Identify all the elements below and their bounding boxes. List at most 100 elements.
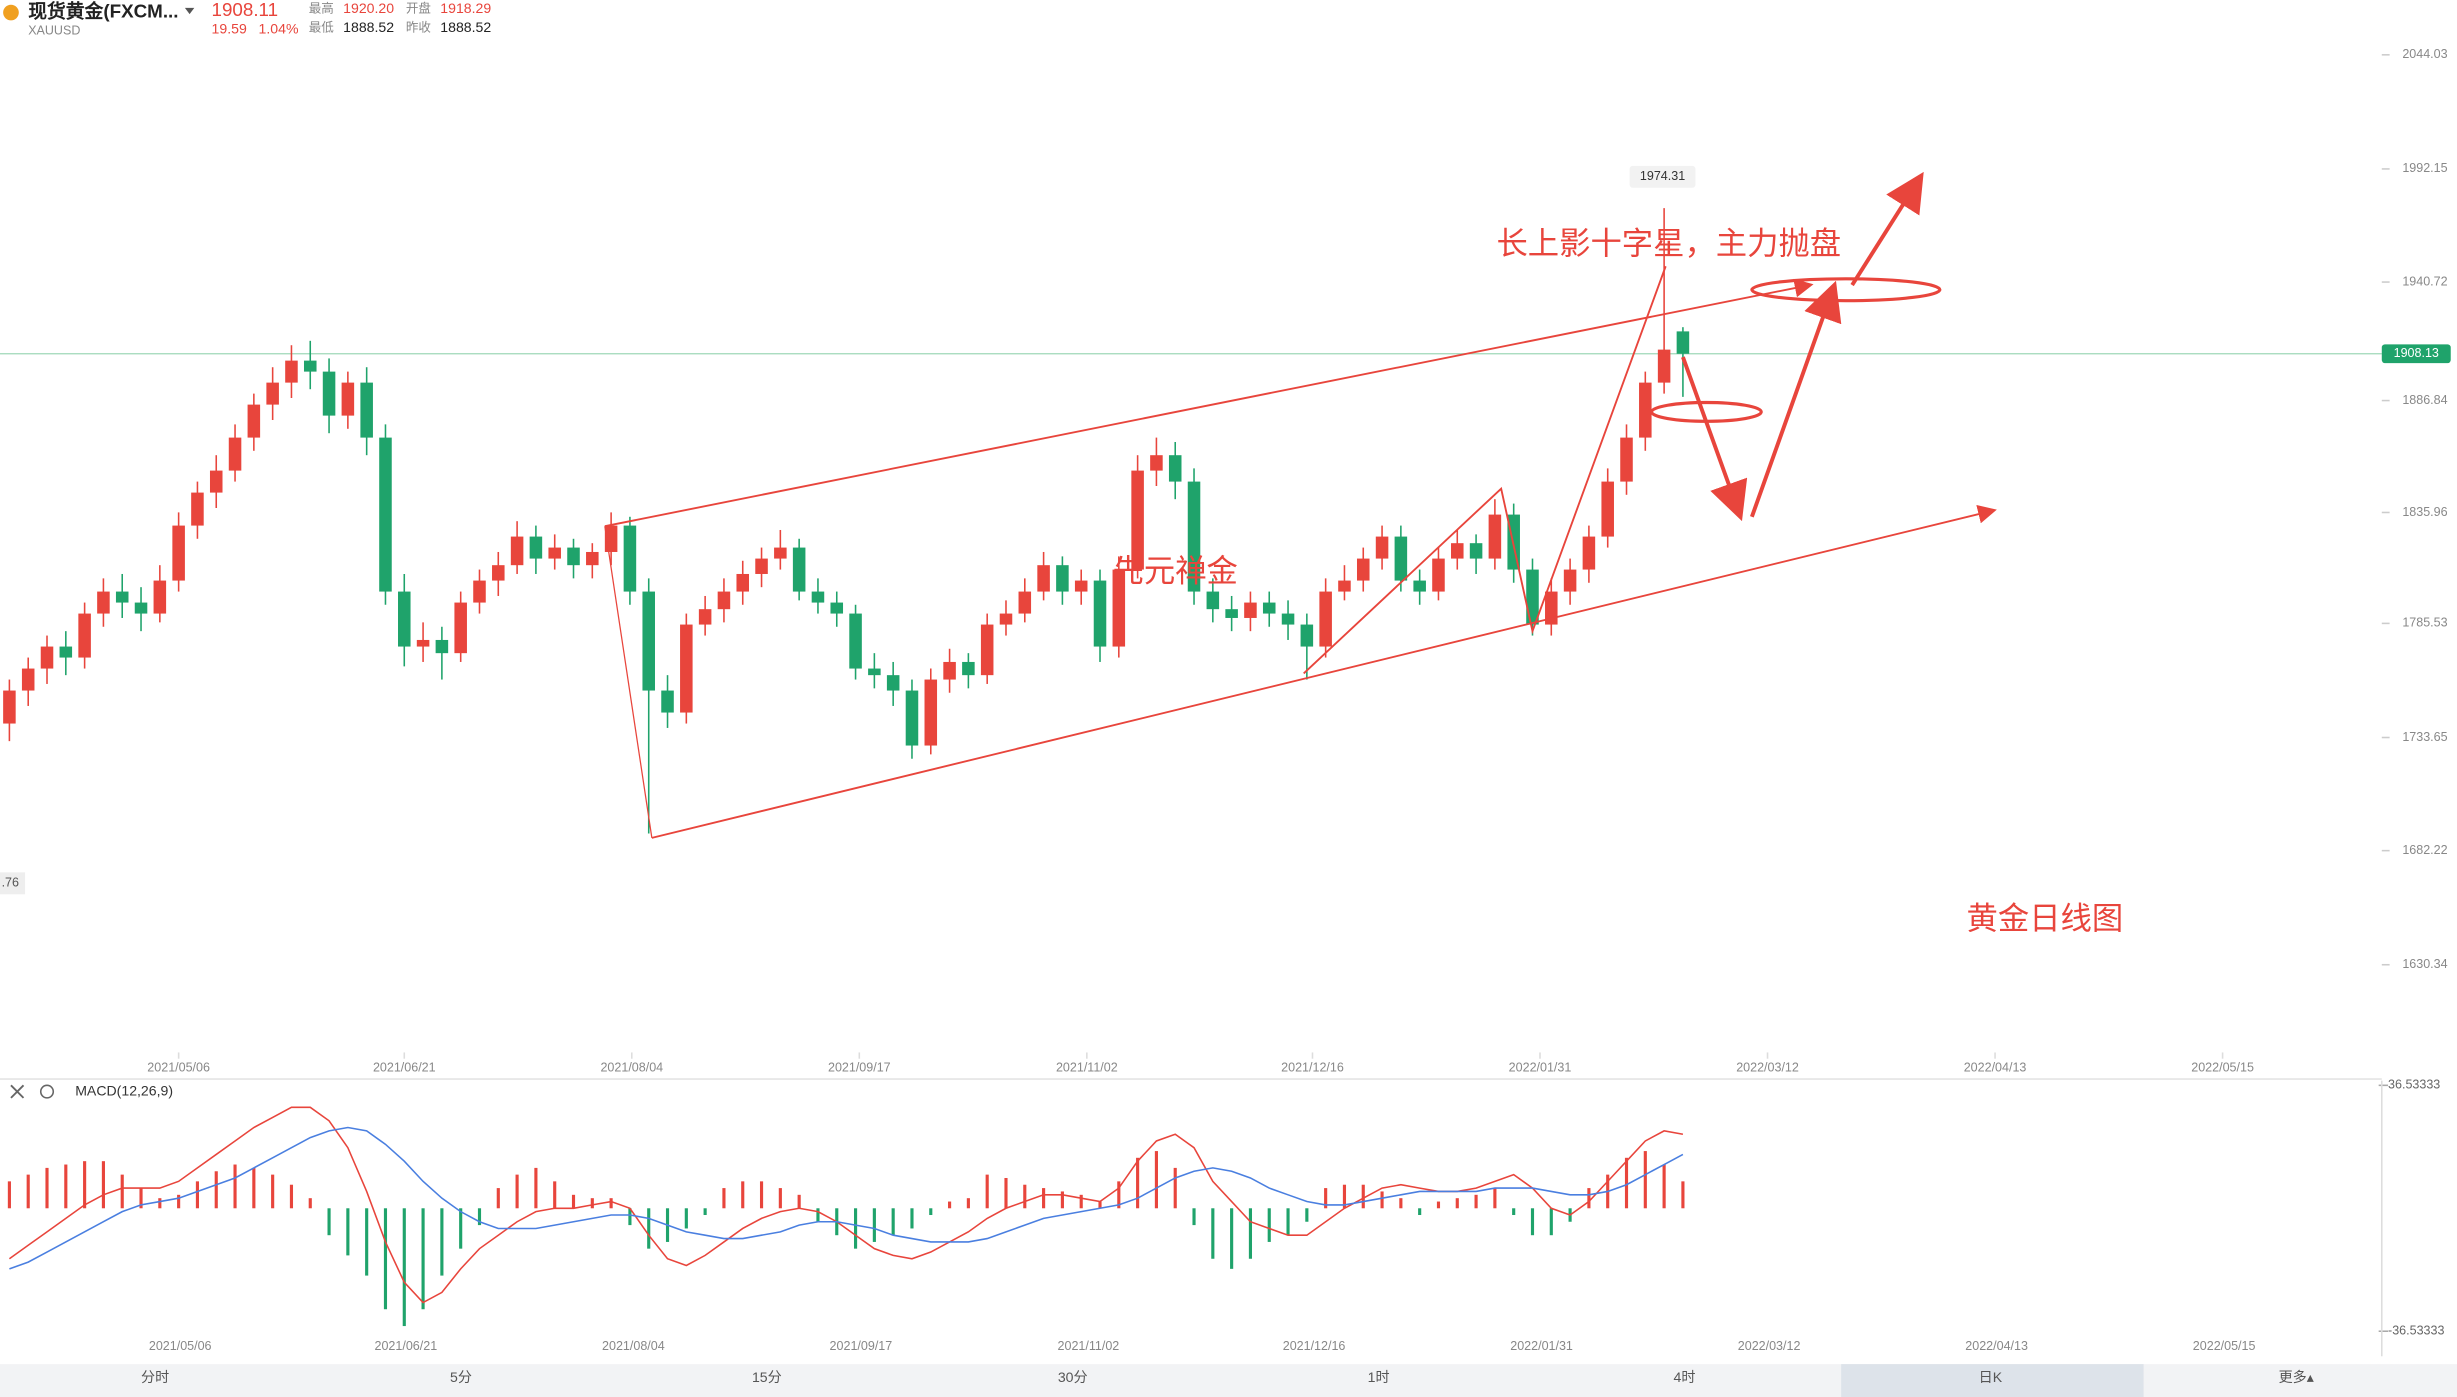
candle-body	[1657, 349, 1671, 383]
candle-body	[529, 536, 543, 559]
macd-bar	[308, 1198, 312, 1209]
annotation: 先元禅金	[1113, 553, 1238, 588]
candle-body	[1225, 609, 1238, 618]
y-tick-label: 1733.65	[2402, 730, 2447, 744]
macd-bar	[477, 1208, 482, 1226]
x-tick-label: 2022/04/13	[1965, 1339, 2028, 1353]
y-tick-label: 1886.84	[2402, 393, 2447, 407]
macd-bar	[1004, 1177, 1008, 1209]
y-tick-label: 2044.03	[2402, 47, 2447, 61]
candle-body	[717, 591, 731, 610]
tab[interactable]: 30分	[1058, 1369, 1088, 1385]
annotation: 长上影十字星，主力抛盘	[1496, 226, 1841, 261]
y-tick-label: 1785.53	[2402, 616, 2447, 630]
close-icon[interactable]	[10, 1084, 25, 1099]
drawings	[604, 171, 1997, 839]
candle-body	[454, 602, 467, 654]
tab[interactable]: 分时	[141, 1369, 169, 1385]
tab[interactable]: 日K	[1979, 1369, 2003, 1385]
macd-bar	[985, 1174, 989, 1209]
candle-body	[322, 371, 336, 416]
dropdown[interactable]	[184, 7, 195, 15]
channel-line	[604, 278, 1814, 528]
macd-bar	[402, 1208, 406, 1327]
macd-bar	[872, 1208, 876, 1242]
macd-bar	[365, 1208, 369, 1276]
macd-bar	[1549, 1208, 1553, 1236]
macd-bar	[1474, 1194, 1478, 1209]
arrow	[1681, 356, 1748, 522]
candle-body	[548, 547, 561, 559]
macd-bar	[1530, 1208, 1535, 1236]
macd-bar	[759, 1181, 764, 1209]
macd-bar	[1624, 1157, 1629, 1209]
x-tick-label: 2022/04/13	[1964, 1060, 2027, 1074]
timeframe-tabs: 分时 5分 15分 30分 1时 4时 日K 更多▴	[0, 1364, 2457, 1397]
header-price: 1908.11	[212, 0, 279, 20]
x-tick-label: 2022/03/12	[1738, 1339, 1801, 1353]
candle-body	[1545, 591, 1558, 625]
candle-body	[134, 602, 148, 614]
candle-body	[698, 609, 712, 625]
price-chart: 2044.03 1992.15 1940.72 1886.84 1835.96 1785.…	[0, 47, 2451, 1074]
stat-value: 1888.52	[440, 19, 491, 35]
trend-line	[1303, 265, 1667, 675]
x-tick-label: 2022/03/12	[1736, 1060, 1799, 1074]
candle-body	[868, 668, 881, 676]
candle-body	[153, 580, 167, 614]
candle-body	[247, 404, 261, 438]
macd-bar	[853, 1208, 858, 1249]
macd-bar	[496, 1188, 500, 1209]
candle-body	[97, 591, 110, 614]
candle-body	[1093, 580, 1107, 647]
macd-bar	[741, 1181, 745, 1209]
macd-bar	[1211, 1208, 1215, 1259]
macd-bar	[1681, 1181, 1685, 1209]
macd-bar	[1380, 1191, 1384, 1209]
macd-bar	[1324, 1188, 1328, 1209]
x-tick-label: 2021/05/06	[147, 1060, 210, 1074]
candle-body	[1074, 580, 1088, 592]
macd-bar	[1418, 1208, 1422, 1216]
macd-bar	[1342, 1184, 1347, 1209]
macd-bar	[252, 1167, 256, 1209]
macd-bar	[1399, 1198, 1403, 1209]
tab[interactable]: 更多▴	[2279, 1369, 2315, 1385]
x-tick-label: 2021/08/04	[602, 1339, 665, 1353]
x-tick-label: 2021/12/16	[1283, 1339, 1346, 1353]
macd-bar	[1098, 1201, 1102, 1209]
candle-body	[1413, 580, 1426, 592]
candle-body	[792, 547, 806, 592]
candle-body	[379, 437, 392, 592]
stat-label: 开盘	[406, 1, 431, 16]
macd-bar	[214, 1171, 218, 1209]
macd-bar	[910, 1208, 914, 1229]
candle-body	[1601, 481, 1614, 537]
candle-body	[999, 613, 1013, 625]
candle-body	[473, 580, 486, 603]
candle-body	[661, 690, 674, 713]
settings-icon[interactable]	[39, 1084, 55, 1099]
symbol-title[interactable]: 现货黄金(FXCM...	[28, 0, 178, 21]
macd-bar	[1286, 1208, 1290, 1236]
tab[interactable]: 5分	[450, 1369, 472, 1385]
macd-bar	[83, 1161, 87, 1209]
tab[interactable]: 1时	[1368, 1369, 1390, 1385]
candle-body	[905, 690, 919, 746]
candle-body	[1488, 514, 1502, 559]
macd-bar	[233, 1164, 237, 1209]
candle-body	[115, 591, 129, 603]
macd-bar	[1512, 1208, 1516, 1216]
stat-label: 最高	[309, 1, 334, 16]
arrow	[1750, 280, 1842, 518]
candle-body	[303, 360, 317, 372]
tab[interactable]: 15分	[752, 1369, 782, 1385]
macd-bar	[797, 1194, 801, 1209]
candle-body	[492, 565, 505, 581]
dif-line	[8, 1106, 1684, 1304]
tab[interactable]: 4时	[1674, 1369, 1696, 1385]
candle-body	[341, 382, 355, 416]
stat-label: 昨收	[406, 21, 432, 35]
candle-body	[78, 613, 91, 658]
